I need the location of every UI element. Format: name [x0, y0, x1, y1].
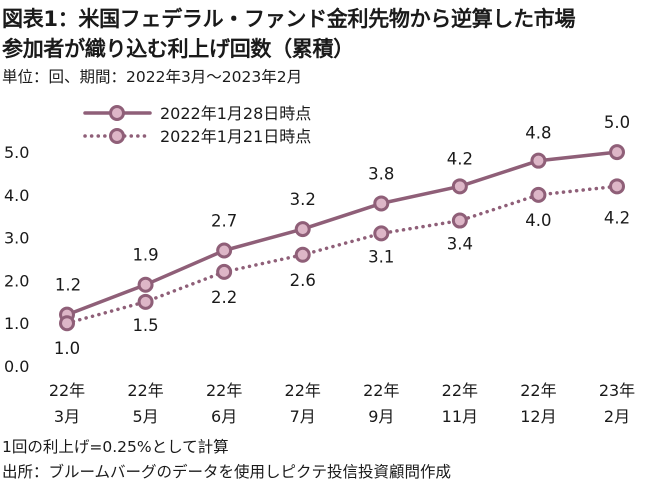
- marker-jan21: [294, 246, 311, 263]
- x-tick-label-year: 22年: [285, 381, 321, 400]
- y-tick-label: 4.0: [4, 186, 29, 205]
- marker-jan28: [137, 276, 154, 293]
- x-tick-label-year: 22年: [520, 381, 556, 400]
- marker-jan28: [609, 144, 625, 161]
- y-tick-label: 5.0: [4, 143, 29, 162]
- data-label-jan28: 5.0: [604, 113, 630, 132]
- data-label-jan21: 1.5: [132, 316, 158, 335]
- x-tick-label-month: 5月: [132, 407, 158, 426]
- x-tick-label-year: 22年: [363, 381, 399, 400]
- chart-title: 図表1：米国フェデラル・ファンド金利先物から逆算した市場 参加者が織り込む利上げ…: [2, 4, 647, 64]
- x-tick-label-month: 7月: [290, 407, 316, 426]
- x-tick-label-month: 3月: [54, 407, 80, 426]
- x-tick-label-year: 22年: [49, 381, 85, 400]
- marker-jan21: [530, 186, 547, 203]
- marker-jan21: [137, 293, 154, 310]
- data-label-jan21: 3.4: [447, 235, 473, 254]
- x-tick-label-month: 9月: [368, 407, 394, 426]
- marker-jan28: [294, 221, 311, 238]
- x-tick-label-year: 22年: [442, 381, 478, 400]
- data-label-jan28: 4.2: [447, 149, 473, 168]
- x-tick-label-year: 22年: [206, 381, 242, 400]
- x-tick-label-month: 2月: [604, 407, 630, 426]
- marker-jan28: [216, 242, 233, 259]
- title-line-2: 参加者が織り込む利上げ回数（累積）: [2, 37, 354, 61]
- series-line-jan28: [65, 150, 619, 317]
- legend-label: 2022年1月28日時点: [160, 104, 311, 123]
- x-tick-label-month: 6月: [211, 407, 237, 426]
- data-label-jan28: 4.8: [525, 124, 551, 143]
- data-label-jan28: 1.2: [55, 276, 81, 295]
- marker-jan28: [530, 152, 547, 169]
- legend-swatch-marker: [109, 105, 125, 121]
- y-tick-label: 1.0: [4, 314, 29, 333]
- y-tick-label: 3.0: [4, 229, 29, 248]
- legend-label: 2022年1月21日時点: [160, 127, 311, 146]
- marker-jan21: [609, 178, 625, 195]
- data-label-jan28: 3.8: [368, 164, 394, 183]
- marker-jan21: [216, 263, 233, 280]
- data-label-jan21: 1.0: [54, 339, 80, 358]
- x-tick-label-month: 11月: [442, 407, 478, 426]
- series-line-jan21: [65, 184, 619, 325]
- legend-swatch-marker: [109, 128, 125, 144]
- marker-jan21: [451, 212, 468, 229]
- data-label-jan21: 2.6: [290, 271, 316, 290]
- y-tick-label: 0.0: [4, 357, 29, 376]
- chart-subtitle: 単位：回、期間：2022年3月～2023年2月: [2, 68, 303, 86]
- data-label-jan21: 3.1: [368, 247, 394, 266]
- data-label-jan21: 4.0: [525, 211, 551, 230]
- data-label-jan28: 2.7: [211, 212, 237, 231]
- x-tick-label-year: 22年: [127, 381, 163, 400]
- y-tick-label: 2.0: [4, 271, 29, 290]
- footnote-calculation: 1回の利上げ=0.25%として計算: [2, 438, 229, 456]
- data-label-jan21: 2.2: [211, 288, 237, 307]
- footnote-source: 出所：ブルームバーグのデータを使用しピクテ投信投資顧問作成: [2, 463, 452, 481]
- marker-jan28: [451, 178, 468, 195]
- data-label-jan28: 1.9: [132, 246, 158, 265]
- marker-jan21: [373, 225, 390, 242]
- marker-jan28: [373, 195, 390, 212]
- title-line-1: 図表1：米国フェデラル・ファンド金利先物から逆算した市場: [2, 7, 576, 31]
- data-label-jan21: 4.2: [604, 208, 630, 227]
- x-tick-label-month: 12月: [520, 407, 556, 426]
- data-label-jan28: 3.2: [290, 190, 316, 209]
- x-tick-label-year: 23年: [599, 381, 635, 400]
- marker-jan21: [59, 315, 75, 332]
